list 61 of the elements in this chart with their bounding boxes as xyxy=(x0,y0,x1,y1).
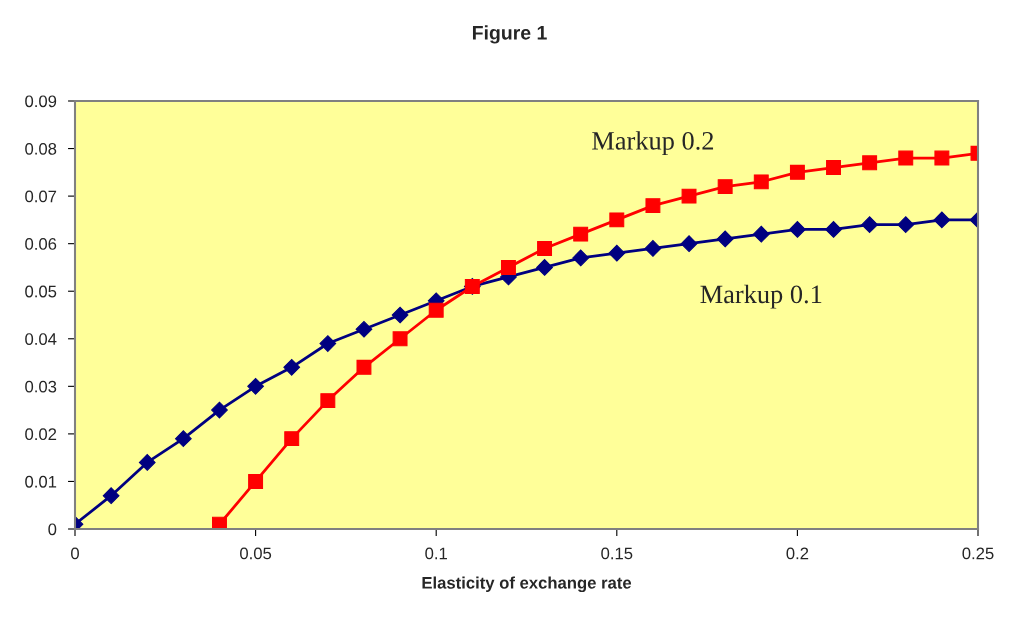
point xyxy=(609,212,625,228)
point xyxy=(753,174,769,190)
point xyxy=(319,335,337,352)
point xyxy=(247,377,264,395)
point xyxy=(681,188,697,204)
point xyxy=(500,259,516,275)
point xyxy=(861,216,879,234)
point xyxy=(174,430,192,448)
point xyxy=(826,160,841,176)
point xyxy=(138,454,156,471)
point xyxy=(283,358,301,376)
point xyxy=(211,401,228,419)
point xyxy=(644,240,662,257)
x-axis-title: Elasticity of exchange rate xyxy=(422,576,632,593)
point xyxy=(391,306,409,324)
point xyxy=(102,487,120,505)
point xyxy=(716,230,734,248)
point xyxy=(248,473,264,489)
point xyxy=(572,249,590,267)
x-tick-label: 0 xyxy=(71,547,79,560)
y-tick-label: 0.02 xyxy=(25,428,57,441)
point xyxy=(356,359,372,375)
y-tick-label: 0.04 xyxy=(25,333,57,345)
y-tick-label: 0 xyxy=(48,523,57,536)
y-tick-label: 0.06 xyxy=(25,238,57,250)
point xyxy=(825,221,842,238)
point xyxy=(320,393,336,409)
point xyxy=(717,179,733,195)
point xyxy=(680,235,698,253)
x-tick-label: 0.15 xyxy=(601,547,633,560)
point xyxy=(355,320,373,338)
point xyxy=(789,164,805,180)
point xyxy=(897,216,915,234)
point xyxy=(428,302,444,318)
point xyxy=(573,226,589,242)
point xyxy=(862,155,878,171)
y-tick-label: 0.07 xyxy=(25,190,57,203)
point xyxy=(392,331,408,347)
y-tick-label: 0.05 xyxy=(25,285,57,298)
x-tick-label: 0.05 xyxy=(240,547,272,560)
y-tick-label: 0.01 xyxy=(25,475,57,488)
y-tick-label: 0.08 xyxy=(25,142,57,155)
point xyxy=(284,431,300,447)
point xyxy=(789,221,806,238)
series-label: Markup 0.1 xyxy=(700,284,822,309)
point xyxy=(933,211,951,229)
chart-title: Figure 1 xyxy=(472,25,547,44)
x-tick-label: 0.1 xyxy=(425,547,447,560)
series-label: Markup 0.2 xyxy=(592,131,714,156)
x-tick-label: 0.25 xyxy=(962,547,994,560)
point xyxy=(212,516,227,529)
point xyxy=(608,244,626,262)
x-tick-label: 0.2 xyxy=(786,547,809,560)
point xyxy=(536,259,553,276)
point xyxy=(898,150,914,166)
y-tick-label: 0.03 xyxy=(25,380,57,393)
point xyxy=(752,225,770,243)
point xyxy=(934,150,950,166)
point xyxy=(537,240,553,256)
y-tick-label: 0.09 xyxy=(25,95,57,108)
point xyxy=(645,198,661,214)
